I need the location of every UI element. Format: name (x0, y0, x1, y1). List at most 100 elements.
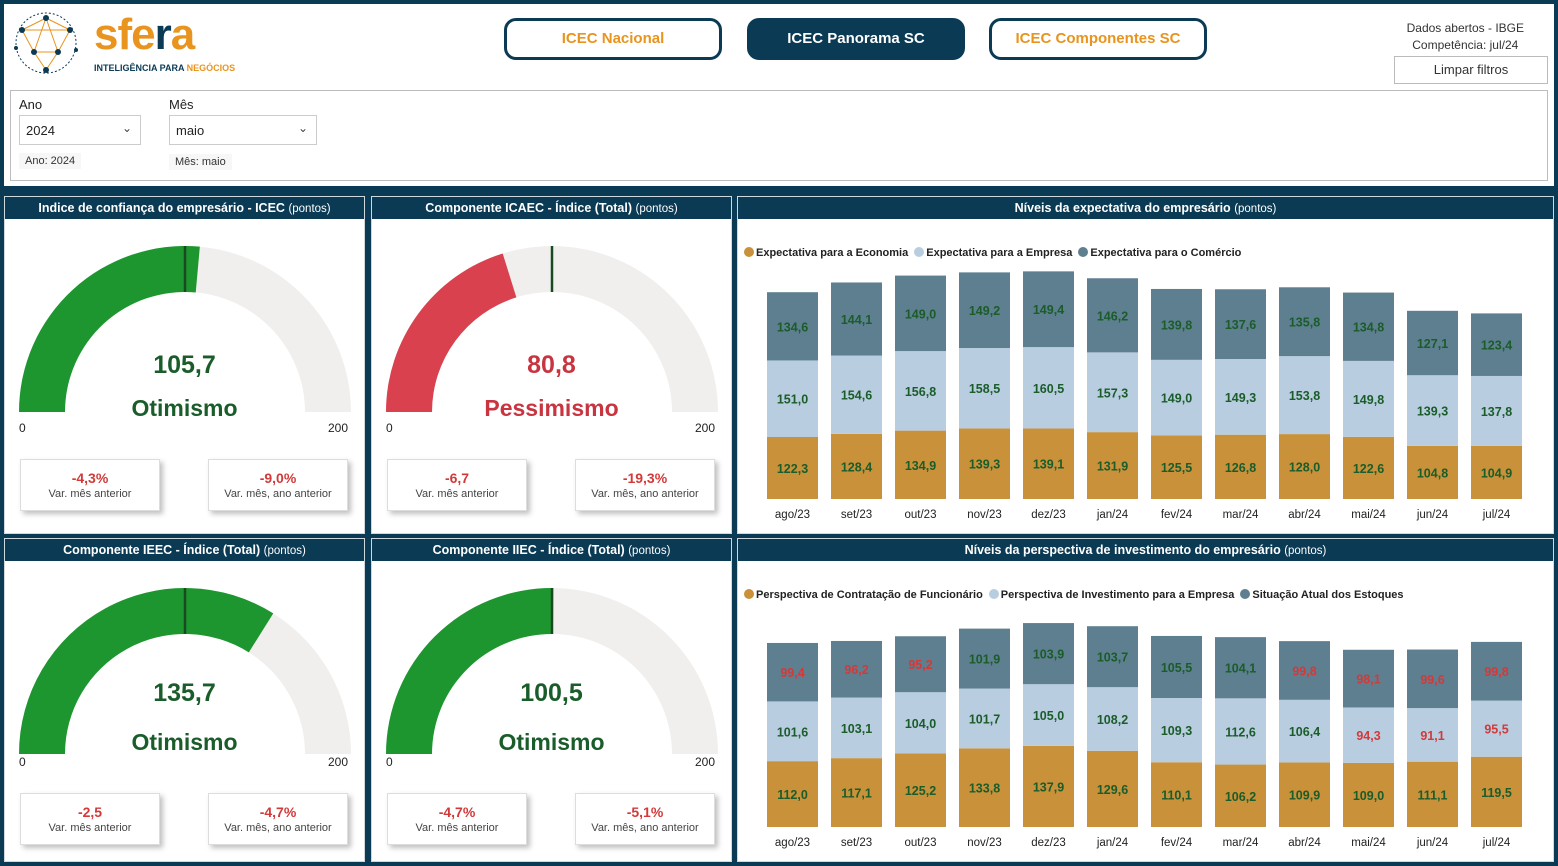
bar-segment[interactable] (895, 636, 946, 693)
bar-segment[interactable] (895, 753, 946, 827)
nav-button-icec-componentes-sc[interactable]: ICEC Componentes SC (989, 18, 1207, 60)
data-label: 137,9 (1033, 780, 1064, 794)
bar-segment[interactable] (1279, 287, 1330, 357)
bar-segment[interactable] (831, 697, 882, 759)
bar-segment[interactable] (1151, 435, 1202, 499)
legend-item[interactable]: Perspectiva de Investimento para a Empre… (988, 589, 1234, 601)
bar-segment[interactable] (1087, 626, 1138, 688)
bar-segment[interactable] (1407, 761, 1458, 827)
bar-segment[interactable] (1407, 310, 1458, 376)
bar-segment[interactable] (1279, 356, 1330, 435)
bar-segment[interactable] (1023, 271, 1074, 348)
bar-segment[interactable] (831, 282, 882, 356)
data-label: 131,9 (1097, 460, 1128, 474)
bar-segment[interactable] (1023, 684, 1074, 746)
bar-segment[interactable] (1407, 649, 1458, 709)
bar-segment[interactable] (1407, 708, 1458, 762)
bar-segment[interactable] (1279, 762, 1330, 827)
bar-segment[interactable] (767, 292, 818, 361)
bar-segment[interactable] (1151, 635, 1202, 698)
bar-segment[interactable] (895, 275, 946, 352)
bar-segment[interactable] (959, 748, 1010, 827)
bar-segment[interactable] (895, 351, 946, 431)
month-select[interactable]: maio ⌄ (169, 115, 317, 145)
bar-segment[interactable] (1087, 687, 1138, 751)
legend-item[interactable]: Expectativa para a Economia (744, 247, 908, 259)
bar-segment[interactable] (1023, 623, 1074, 685)
bar-segment[interactable] (1215, 359, 1266, 435)
bar-segment[interactable] (1215, 434, 1266, 499)
x-tick-label: mar/24 (1223, 837, 1259, 849)
bar-segment[interactable] (767, 360, 818, 437)
chart-panel-investimento: Níveis da perspectiva de investimento do… (737, 538, 1554, 862)
bar-segment[interactable] (831, 758, 882, 827)
bar-segment[interactable] (1215, 764, 1266, 827)
bar-segment[interactable] (1343, 707, 1394, 763)
legend-item[interactable]: Perspectiva de Contratação de Funcionári… (744, 589, 983, 601)
bar-segment[interactable] (959, 272, 1010, 349)
nav-button-icec-nacional[interactable]: ICEC Nacional (504, 18, 722, 60)
variation-value: -5,1% (626, 804, 664, 820)
bar-segment[interactable] (959, 688, 1010, 749)
bar-segment[interactable] (1023, 745, 1074, 827)
bar-segment[interactable] (1215, 698, 1266, 765)
gauge-arc (19, 588, 351, 754)
bar-segment[interactable] (1471, 700, 1522, 757)
bar-segment[interactable] (1215, 289, 1266, 360)
bar-segment[interactable] (1087, 278, 1138, 353)
bar-segment[interactable] (767, 642, 818, 702)
data-label: 104,9 (1481, 466, 1512, 480)
bar-segment[interactable] (1151, 762, 1202, 827)
bar-segment[interactable] (1343, 762, 1394, 827)
bar-segment[interactable] (895, 692, 946, 754)
bar-segment[interactable] (1407, 445, 1458, 499)
bar-segment[interactable] (767, 701, 818, 762)
bar-segment[interactable] (1215, 637, 1266, 699)
bar-segment[interactable] (1471, 445, 1522, 499)
data-label: 160,5 (1033, 382, 1064, 396)
bar-segment[interactable] (895, 430, 946, 499)
bar-segment[interactable] (1343, 436, 1394, 499)
variation-label: Var. mês anterior (415, 822, 499, 834)
bar-segment[interactable] (959, 428, 1010, 499)
var-prev-month-card: -4,3% Var. mês anterior (20, 459, 160, 511)
bar-segment[interactable] (1407, 375, 1458, 446)
bar-segment[interactable] (1151, 697, 1202, 763)
bar-segment[interactable] (1279, 434, 1330, 499)
bar-segment[interactable] (1343, 649, 1394, 708)
gauge-min-label: 0 (386, 421, 393, 435)
year-select[interactable]: 2024 ⌄ (19, 115, 141, 145)
bar-segment[interactable] (1471, 313, 1522, 376)
bar-segment[interactable] (1471, 641, 1522, 701)
bar-segment[interactable] (1471, 756, 1522, 827)
bar-segment[interactable] (959, 348, 1010, 429)
bar-segment[interactable] (959, 628, 1010, 689)
x-tick-label: nov/23 (967, 837, 1002, 849)
bar-segment[interactable] (1023, 347, 1074, 429)
bar-segment[interactable] (831, 355, 882, 434)
bar-segment[interactable] (1343, 360, 1394, 437)
x-tick-label: jul/24 (1482, 509, 1511, 521)
data-label: 99,6 (1420, 673, 1444, 687)
bar-segment[interactable] (831, 640, 882, 698)
bar-segment[interactable] (1343, 292, 1394, 361)
bar-segment[interactable] (767, 761, 818, 827)
bar-segment[interactable] (1151, 288, 1202, 360)
bar-segment[interactable] (1087, 750, 1138, 827)
legend-marker (744, 589, 754, 599)
nav-button-icec-panorama-sc[interactable]: ICEC Panorama SC (747, 18, 965, 60)
bar-segment[interactable] (1279, 699, 1330, 763)
legend-item[interactable]: Expectativa para o Comércio (1078, 247, 1241, 259)
bar-segment[interactable] (1151, 359, 1202, 436)
bar-segment[interactable] (1023, 428, 1074, 499)
bar-segment[interactable] (1471, 375, 1522, 446)
clear-filters-button[interactable]: Limpar filtros (1394, 56, 1548, 84)
bar-segment[interactable] (767, 436, 818, 499)
data-label: 99,4 (780, 666, 804, 680)
bar-segment[interactable] (1087, 352, 1138, 433)
legend-item[interactable]: Expectativa para a Empresa (914, 247, 1072, 259)
bar-segment[interactable] (1279, 641, 1330, 700)
bar-segment[interactable] (831, 433, 882, 499)
legend-item[interactable]: Situação Atual dos Estoques (1240, 589, 1404, 601)
bar-segment[interactable] (1087, 432, 1138, 499)
